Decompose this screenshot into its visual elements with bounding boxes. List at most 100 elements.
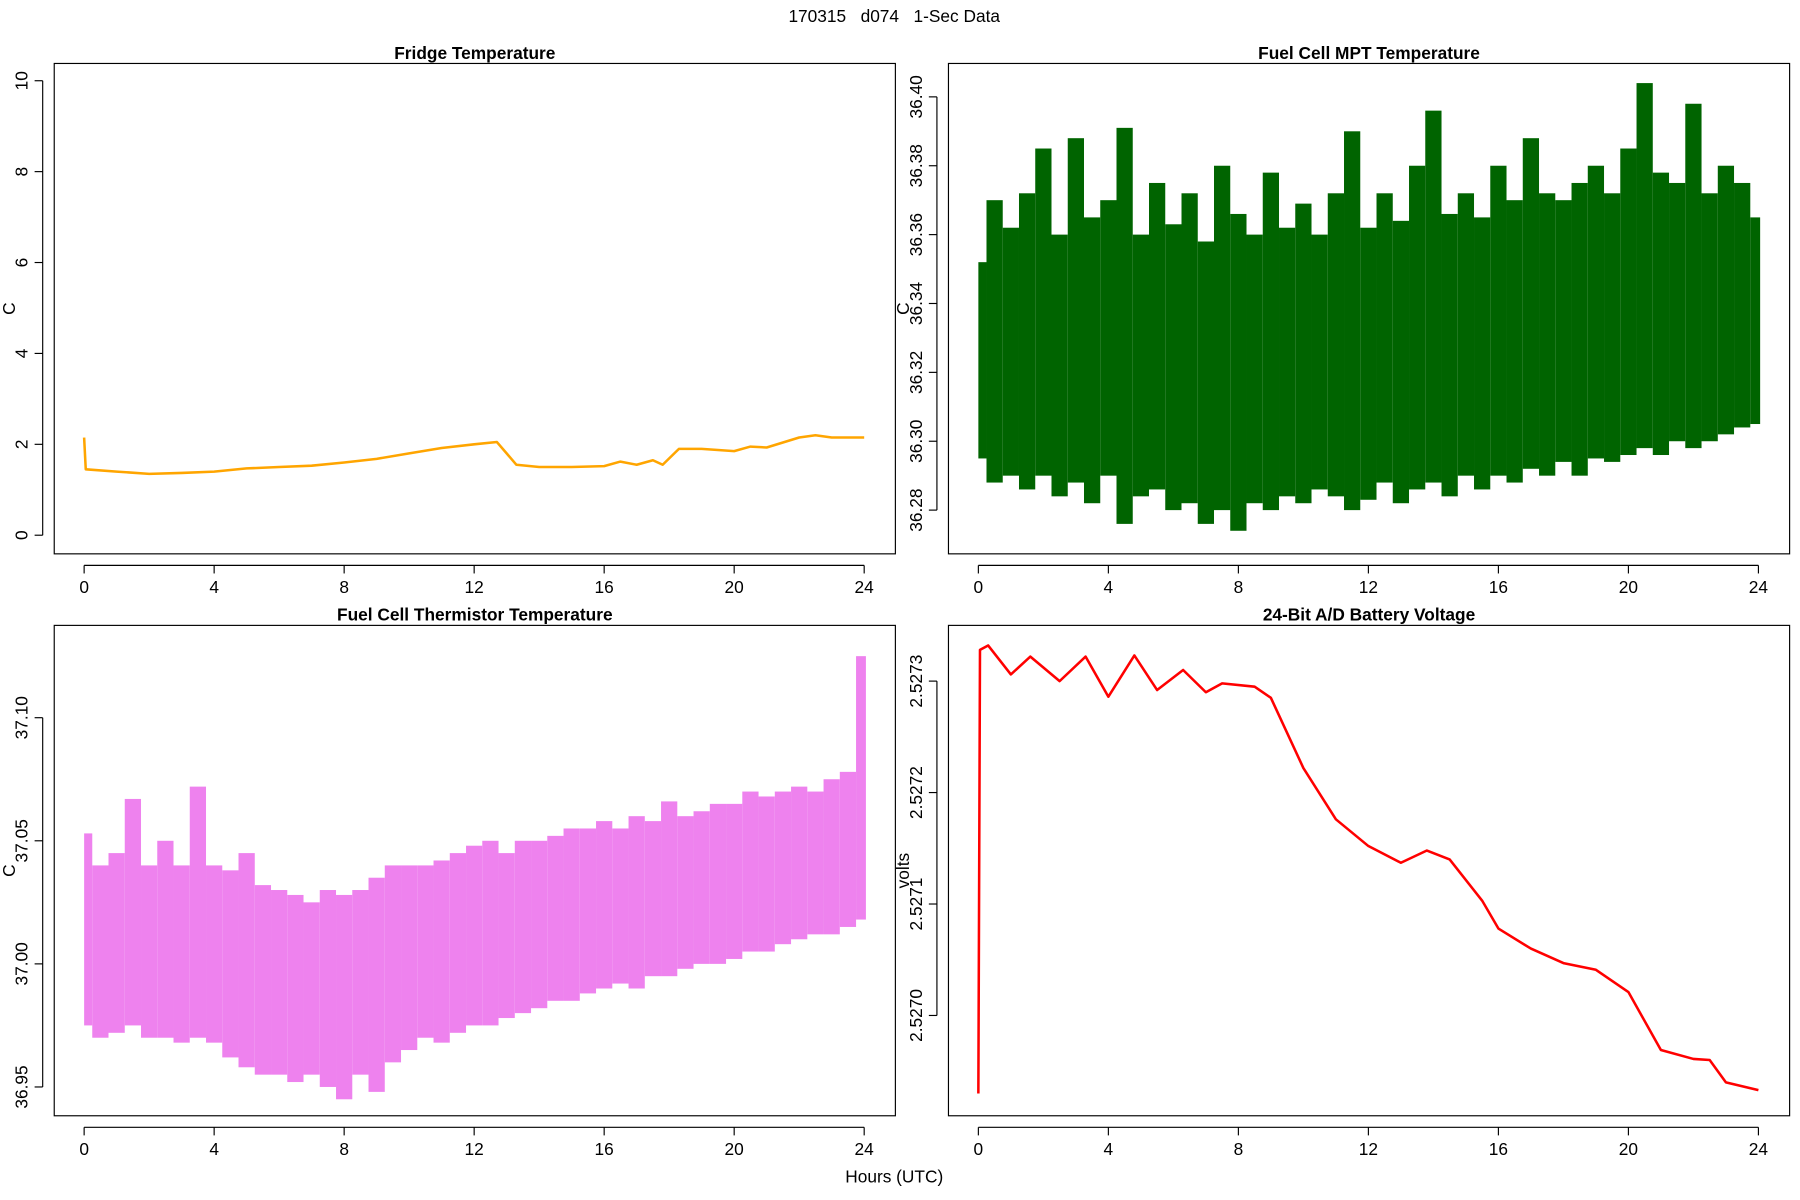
range-bar [238, 853, 255, 1068]
range-bar [84, 833, 93, 1026]
range-bar [1002, 227, 1019, 476]
y-tick-label: 10 [12, 71, 32, 90]
range-bar [1116, 127, 1133, 524]
range-bar [563, 828, 580, 1001]
x-tick-label: 20 [1619, 1139, 1638, 1159]
x-tick-label: 12 [465, 577, 484, 597]
range-bar [628, 816, 645, 989]
x-tick-label: 8 [1234, 577, 1244, 597]
range-bar [498, 853, 515, 1019]
panel-title: Fuel Cell Thermistor Temperature [337, 605, 613, 625]
range-bar [693, 811, 710, 964]
data-line [82, 433, 865, 476]
range-bar [1083, 217, 1101, 504]
range-bar [1555, 200, 1572, 462]
range-bar [978, 262, 987, 459]
plot-frame [947, 624, 1791, 1117]
range-bar [1620, 148, 1637, 456]
x-tick-label: 24 [855, 1139, 875, 1159]
range-bar [1132, 234, 1149, 497]
range-bar [1409, 165, 1426, 490]
y-tick-label: 2.5272 [906, 766, 926, 819]
range-bar [417, 865, 434, 1038]
range-bar [839, 771, 857, 927]
x-tick-label: 20 [1619, 577, 1638, 597]
range-bar [709, 803, 727, 964]
range-bar [287, 894, 304, 1083]
range-bar [336, 894, 353, 1100]
range-bar [1506, 200, 1523, 483]
range-bar [173, 865, 190, 1043]
range-bar [856, 656, 866, 920]
range-bar [1165, 224, 1182, 511]
range-bar [758, 796, 775, 952]
range-bar [1246, 234, 1263, 504]
range-bar [1604, 193, 1621, 462]
x-tick-label: 8 [339, 577, 349, 597]
range-bar [1018, 193, 1036, 490]
range-bar [303, 902, 320, 1075]
y-tick-label: 37.00 [12, 942, 32, 985]
range-bar [401, 865, 418, 1051]
range-bar [1197, 241, 1215, 524]
range-bar [92, 865, 109, 1038]
y-tick-label: 2 [12, 440, 32, 450]
x-tick-label: 24 [855, 577, 875, 597]
x-tick-label: 12 [1359, 577, 1378, 597]
x-tick-label: 0 [79, 1139, 89, 1159]
range-bar [1669, 182, 1686, 442]
x-tick-label: 24 [1749, 577, 1769, 597]
x-tick-label: 8 [1234, 1139, 1244, 1159]
x-tick-label: 4 [1104, 577, 1114, 597]
range-bar [1311, 234, 1328, 490]
x-tick-label: 12 [465, 1139, 484, 1159]
range-bar [1539, 193, 1556, 476]
range-bar [661, 801, 678, 977]
range-bar [1636, 83, 1653, 449]
range-bar [449, 853, 467, 1033]
plot-frame [53, 624, 896, 1117]
range-bar [1734, 182, 1751, 428]
range-bar [466, 845, 483, 1026]
range-bar [384, 865, 402, 1063]
y-tick-label: 4 [12, 348, 32, 358]
range-bar [1100, 200, 1117, 476]
range-bar [612, 828, 629, 984]
range-bar [1425, 110, 1442, 483]
range-bar [1701, 193, 1718, 442]
y-axis-label: C [0, 302, 19, 314]
x-tick-label: 8 [339, 1139, 349, 1159]
range-bar [742, 791, 759, 952]
x-axis-label: Hours (UTC) [845, 1167, 943, 1187]
x-tick-label: 16 [595, 577, 614, 597]
y-tick-label: 6 [12, 258, 32, 268]
x-tick-label: 4 [209, 577, 219, 597]
y-axis-label: C [893, 302, 913, 314]
x-tick-label: 12 [1359, 1139, 1378, 1159]
panel-title: Fuel Cell MPT Temperature [1258, 43, 1480, 63]
range-bar [1441, 213, 1458, 497]
range-bar [222, 870, 239, 1058]
y-tick-label: 37.05 [12, 819, 32, 862]
range-bar [1295, 203, 1312, 504]
y-tick-label: 36.30 [906, 420, 926, 463]
range-bar [596, 821, 613, 989]
range-bar [368, 877, 385, 1092]
range-bar [1490, 165, 1507, 476]
panel-title: Fridge Temperature [394, 43, 556, 63]
range-bar [1327, 193, 1345, 497]
range-bar [1279, 227, 1296, 497]
y-tick-label: 36.32 [906, 351, 926, 394]
range-bar [141, 865, 158, 1038]
range-bar [319, 890, 337, 1087]
range-bar [807, 791, 824, 935]
range-bar [823, 779, 840, 935]
range-bar [1392, 220, 1410, 504]
panel-title: 24-Bit A/D Battery Voltage [1263, 605, 1476, 625]
range-bar [579, 828, 597, 994]
y-tick-label: 2.5270 [906, 989, 926, 1042]
range-bar [1750, 217, 1761, 425]
x-tick-label: 4 [209, 1139, 219, 1159]
range-bar [189, 786, 207, 1038]
